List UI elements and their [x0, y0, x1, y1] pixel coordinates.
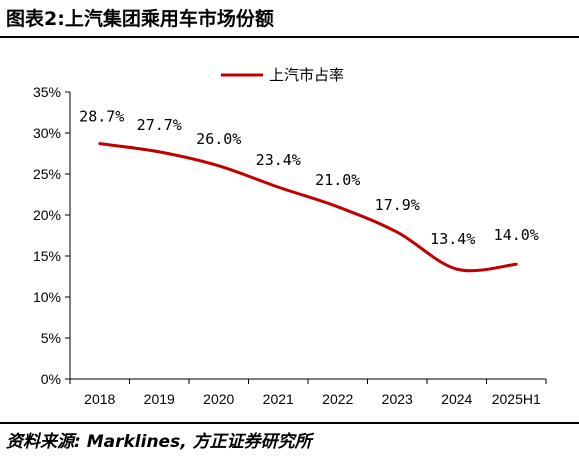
market-share-line-chart: 上汽市占率 0% 5% 10% 15% 20% 25% 30% 35% 2018 2019 2020… — [33, 66, 547, 407]
legend: 上汽市占率 — [221, 66, 344, 84]
source-divider — [0, 422, 579, 424]
data-labels: 28.7% 27.7% 26.0% 23.4% 21.0% 17.9% 13.4% 14.0% — [79, 108, 539, 248]
y-tick-label: 5% — [41, 330, 61, 346]
x-tick-label: 2020 — [203, 391, 234, 407]
axis-ticks: 0% 5% 10% 15% 20% 25% 30% 35% 2018 2019 2020 2021 20… — [33, 84, 547, 407]
figure-title: 图表2:上汽集团乘用车市场份额 — [6, 8, 274, 30]
data-label: 26.0% — [196, 130, 241, 148]
y-tick-label: 35% — [33, 84, 61, 100]
x-tick-label: 2021 — [263, 391, 294, 407]
y-tick-label: 15% — [33, 248, 61, 264]
data-label: 23.4% — [256, 151, 301, 169]
x-tick-label: 2022 — [322, 391, 353, 407]
series-group — [98, 142, 518, 273]
data-label: 27.7% — [137, 116, 182, 134]
data-label: 14.0% — [494, 226, 539, 244]
x-tick-label: 2018 — [84, 391, 115, 407]
y-tick-label: 10% — [33, 289, 61, 305]
series-line — [98, 142, 518, 273]
y-tick-label: 0% — [41, 371, 61, 387]
y-tick-label: 25% — [33, 166, 61, 182]
y-tick-label: 20% — [33, 207, 61, 223]
y-tick-label: 30% — [33, 125, 61, 141]
x-tick-label: 2023 — [382, 391, 413, 407]
data-label: 17.9% — [375, 196, 420, 214]
data-label: 21.0% — [315, 171, 360, 189]
data-label: 13.4% — [430, 230, 475, 248]
title-divider — [0, 36, 579, 38]
x-tick-label: 2025H1 — [492, 391, 541, 407]
legend-label: 上汽市占率 — [269, 66, 344, 84]
data-label: 28.7% — [79, 108, 124, 126]
x-tick-label: 2024 — [441, 391, 472, 407]
x-tick-label: 2019 — [144, 391, 175, 407]
source-note: 资料来源: Marklines, 方正证券研究所 — [6, 432, 312, 452]
